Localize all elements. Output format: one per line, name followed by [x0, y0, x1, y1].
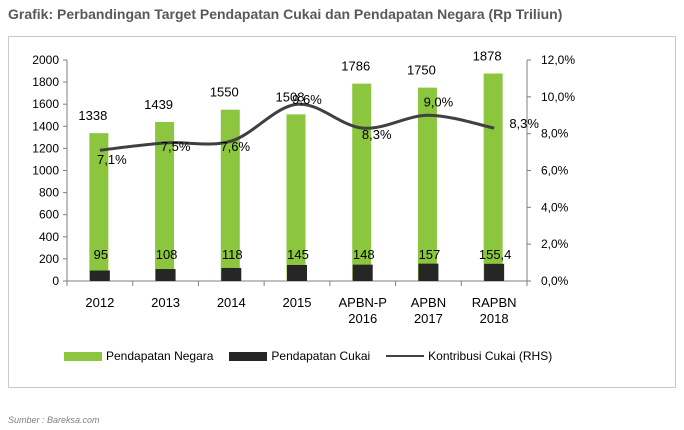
- x-tick-label: APBN-P: [339, 295, 387, 310]
- data-label-pendapatan-negara: 1508: [276, 89, 305, 104]
- legend-swatch-dark: [229, 351, 268, 361]
- data-label-pendapatan-cukai: 95: [94, 247, 108, 262]
- data-label-pendapatan-cukai: 145: [287, 247, 309, 262]
- x-tick-label: 2013: [151, 295, 180, 310]
- y-tick-label-left: 1600: [32, 97, 59, 111]
- bar-pendapatan-negara: [155, 121, 175, 281]
- legend-label: Pendapatan Negara: [106, 349, 214, 363]
- legend-swatch-green: [64, 351, 102, 361]
- bar-pendapatan-cukai: [221, 267, 242, 281]
- source-note: Sumber : Bareksa.com: [8, 415, 100, 425]
- bar-pendapatan-cukai: [89, 270, 110, 281]
- y-tick-label-left: 2000: [32, 53, 59, 67]
- data-label-pendapatan-cukai: 157: [419, 247, 441, 262]
- chart-title: Grafik: Perbandingan Target Pendapatan C…: [8, 6, 563, 22]
- data-label-kontribusi-cukai: 8,3%: [362, 127, 392, 142]
- legend-item-kontribusi-cukai: Kontribusi Cukai (RHS): [386, 349, 552, 363]
- bar-pendapatan-negara: [89, 133, 109, 281]
- bar-pendapatan-cukai: [287, 264, 307, 281]
- y-tick-label-right: 12,0%: [541, 53, 575, 67]
- x-tick-label: 2015: [283, 295, 312, 310]
- y-tick-label-left: 0: [52, 274, 59, 288]
- bar-pendapatan-negara: [220, 109, 240, 281]
- data-label-pendapatan-cukai: 118: [222, 247, 243, 262]
- y-tick-label-right: 8,0%: [541, 127, 569, 141]
- x-tick-label: APBN: [411, 295, 446, 310]
- y-tick-label-left: 200: [39, 252, 59, 266]
- legend-item-pendapatan-cukai: Pendapatan Cukai: [229, 349, 370, 363]
- bar-pendapatan-cukai: [418, 263, 439, 281]
- y-tick-label-right: 10,0%: [541, 90, 575, 104]
- chart-canvas: 0 200 400 600 800 1000 1200 1400 1600 1800 2000 0,0…: [32, 48, 575, 326]
- x-tick-label: 2016: [348, 311, 377, 326]
- y-tick-label-right: 6,0%: [541, 164, 569, 178]
- legend: Pendapatan Negara Pendapatan Cukai Kontr…: [64, 349, 568, 363]
- legend-label: Pendapatan Cukai: [271, 349, 371, 363]
- data-label-kontribusi-cukai: 7,6%: [220, 139, 250, 154]
- data-label-pendapatan-cukai: 155,4: [479, 247, 512, 262]
- data-label-pendapatan-cukai: 108: [156, 247, 178, 262]
- x-tick-label: RAPBN: [472, 295, 517, 310]
- y-tick-label-left: 1000: [32, 164, 59, 178]
- y-tick-label-left: 1800: [32, 75, 59, 89]
- data-label-pendapatan-negara: 1338: [78, 108, 107, 123]
- legend-label: Kontribusi Cukai (RHS): [428, 349, 553, 363]
- bar-pendapatan-negara: [286, 114, 306, 281]
- bar-pendapatan-cukai: [352, 264, 373, 281]
- data-label-pendapatan-negara: 1878: [473, 48, 502, 63]
- x-tick-label: 2017: [414, 311, 443, 326]
- y-tick-label-left: 400: [39, 230, 59, 244]
- bar-pendapatan-cukai: [484, 263, 505, 281]
- data-label-pendapatan-cukai: 148: [353, 247, 375, 262]
- bar-pendapatan-negara: [417, 87, 437, 281]
- bar-pendapatan-cukai: [155, 269, 176, 281]
- data-label-kontribusi-cukai: 7,1%: [97, 152, 127, 167]
- x-tick-label: 2012: [85, 295, 114, 310]
- data-label-kontribusi-cukai: 7,5%: [161, 139, 191, 154]
- x-tick-label: 2014: [217, 295, 246, 310]
- data-label-pendapatan-negara: 1750: [407, 63, 436, 78]
- line-kontribusi-cukai: [99, 102, 495, 152]
- legend-item-pendapatan-negara: Pendapatan Negara: [64, 349, 213, 363]
- y-tick-label-left: 800: [39, 186, 59, 200]
- chart-frame: [8, 36, 676, 388]
- data-label-pendapatan-negara: 1550: [210, 85, 239, 100]
- y-tick-label-right: 4,0%: [541, 200, 569, 214]
- y-tick-label-left: 600: [39, 208, 59, 222]
- data-label-pendapatan-negara: 1439: [144, 97, 173, 112]
- bar-pendapatan-negara: [352, 83, 372, 281]
- y-tick-label-left: 1400: [32, 119, 59, 133]
- data-label-kontribusi-cukai: 8,3%: [509, 116, 539, 131]
- legend-swatch-line: [386, 355, 425, 357]
- data-label-pendapatan-negara: 1786: [341, 59, 370, 74]
- y-tick-label-left: 1200: [32, 141, 59, 155]
- data-label-kontribusi-cukai: 9,6%: [292, 92, 322, 107]
- y-tick-label-right: 0,0%: [541, 274, 569, 288]
- x-tick-label: 2018: [480, 311, 509, 326]
- y-tick-label-right: 2,0%: [541, 237, 569, 251]
- data-label-kontribusi-cukai: 9,0%: [424, 94, 454, 109]
